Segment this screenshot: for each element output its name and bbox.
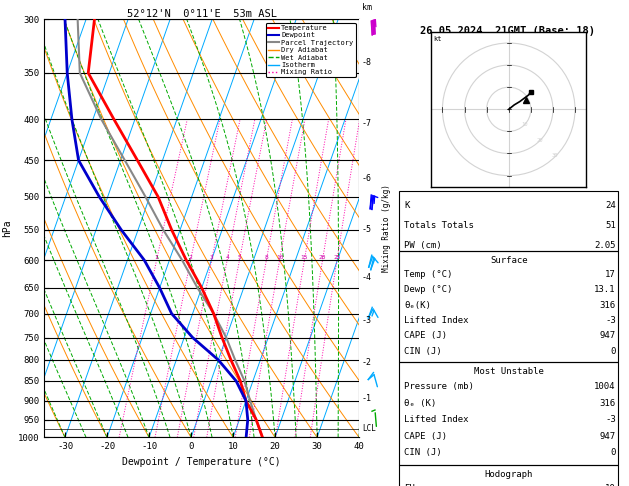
Text: -6: -6 [362,174,372,184]
Y-axis label: hPa: hPa [2,220,12,237]
Text: -7: -7 [362,119,372,128]
Text: 1004: 1004 [594,382,616,391]
Text: CIN (J): CIN (J) [404,448,442,457]
Text: 10: 10 [605,485,616,486]
Text: 3: 3 [210,255,214,260]
Text: 8: 8 [265,255,268,260]
Text: -3: -3 [362,316,372,326]
Text: 316: 316 [599,301,616,310]
Text: 2: 2 [189,255,192,260]
Text: -4: -4 [362,273,372,281]
Text: 2.05: 2.05 [594,242,616,250]
Text: -1: -1 [362,395,372,403]
Text: Dewp (°C): Dewp (°C) [404,285,452,294]
Text: 17: 17 [605,270,616,279]
Legend: Temperature, Dewpoint, Parcel Trajectory, Dry Adiabat, Wet Adiabat, Isotherm, Mi: Temperature, Dewpoint, Parcel Trajectory… [266,23,355,77]
Bar [399,362,618,465]
Bar [399,251,618,362]
Text: 26.05.2024  21GMT (Base: 18): 26.05.2024 21GMT (Base: 18) [420,26,595,35]
Text: CAPE (J): CAPE (J) [404,432,447,440]
Text: 947: 947 [599,432,616,440]
Text: Lifted Index: Lifted Index [404,415,469,424]
Text: 316: 316 [599,399,616,407]
Text: Mixing Ratio (g/kg): Mixing Ratio (g/kg) [382,185,391,272]
Text: 1: 1 [155,255,159,260]
Text: -2: -2 [362,358,372,366]
Text: Most Unstable: Most Unstable [474,367,543,376]
Bar [399,191,618,251]
Text: Pressure (mb): Pressure (mb) [404,382,474,391]
Text: θₑ (K): θₑ (K) [404,399,437,407]
Text: 24: 24 [605,201,616,210]
Text: 51: 51 [605,221,616,230]
Text: 20: 20 [319,255,326,260]
Text: 15: 15 [301,255,308,260]
Text: -3: -3 [605,415,616,424]
Text: Totals Totals: Totals Totals [404,221,474,230]
Text: CAPE (J): CAPE (J) [404,331,447,340]
Text: Lifted Index: Lifted Index [404,316,469,325]
Text: 5: 5 [238,255,242,260]
Text: LCL: LCL [362,424,376,434]
Text: 25: 25 [333,255,341,260]
Text: Hodograph: Hodograph [484,469,533,479]
Text: CIN (J): CIN (J) [404,347,442,356]
Text: -5: -5 [362,226,372,234]
Text: -8: -8 [362,58,372,68]
Text: 4: 4 [225,255,229,260]
Text: 10: 10 [276,255,283,260]
Text: Temp (°C): Temp (°C) [404,270,452,279]
Text: 0: 0 [610,448,616,457]
Text: km: km [362,3,372,13]
Text: 13.1: 13.1 [594,285,616,294]
Text: EH: EH [404,485,415,486]
Text: K: K [404,201,409,210]
Text: θₑ(K): θₑ(K) [404,301,431,310]
X-axis label: Dewpoint / Temperature (°C): Dewpoint / Temperature (°C) [122,457,281,467]
Text: 0: 0 [610,347,616,356]
Text: 947: 947 [599,331,616,340]
Title: 52°12'N  0°11'E  53m ASL: 52°12'N 0°11'E 53m ASL [126,9,277,18]
Text: Surface: Surface [490,256,528,265]
Text: PW (cm): PW (cm) [404,242,442,250]
Bar [399,465,618,486]
Text: -3: -3 [605,316,616,325]
